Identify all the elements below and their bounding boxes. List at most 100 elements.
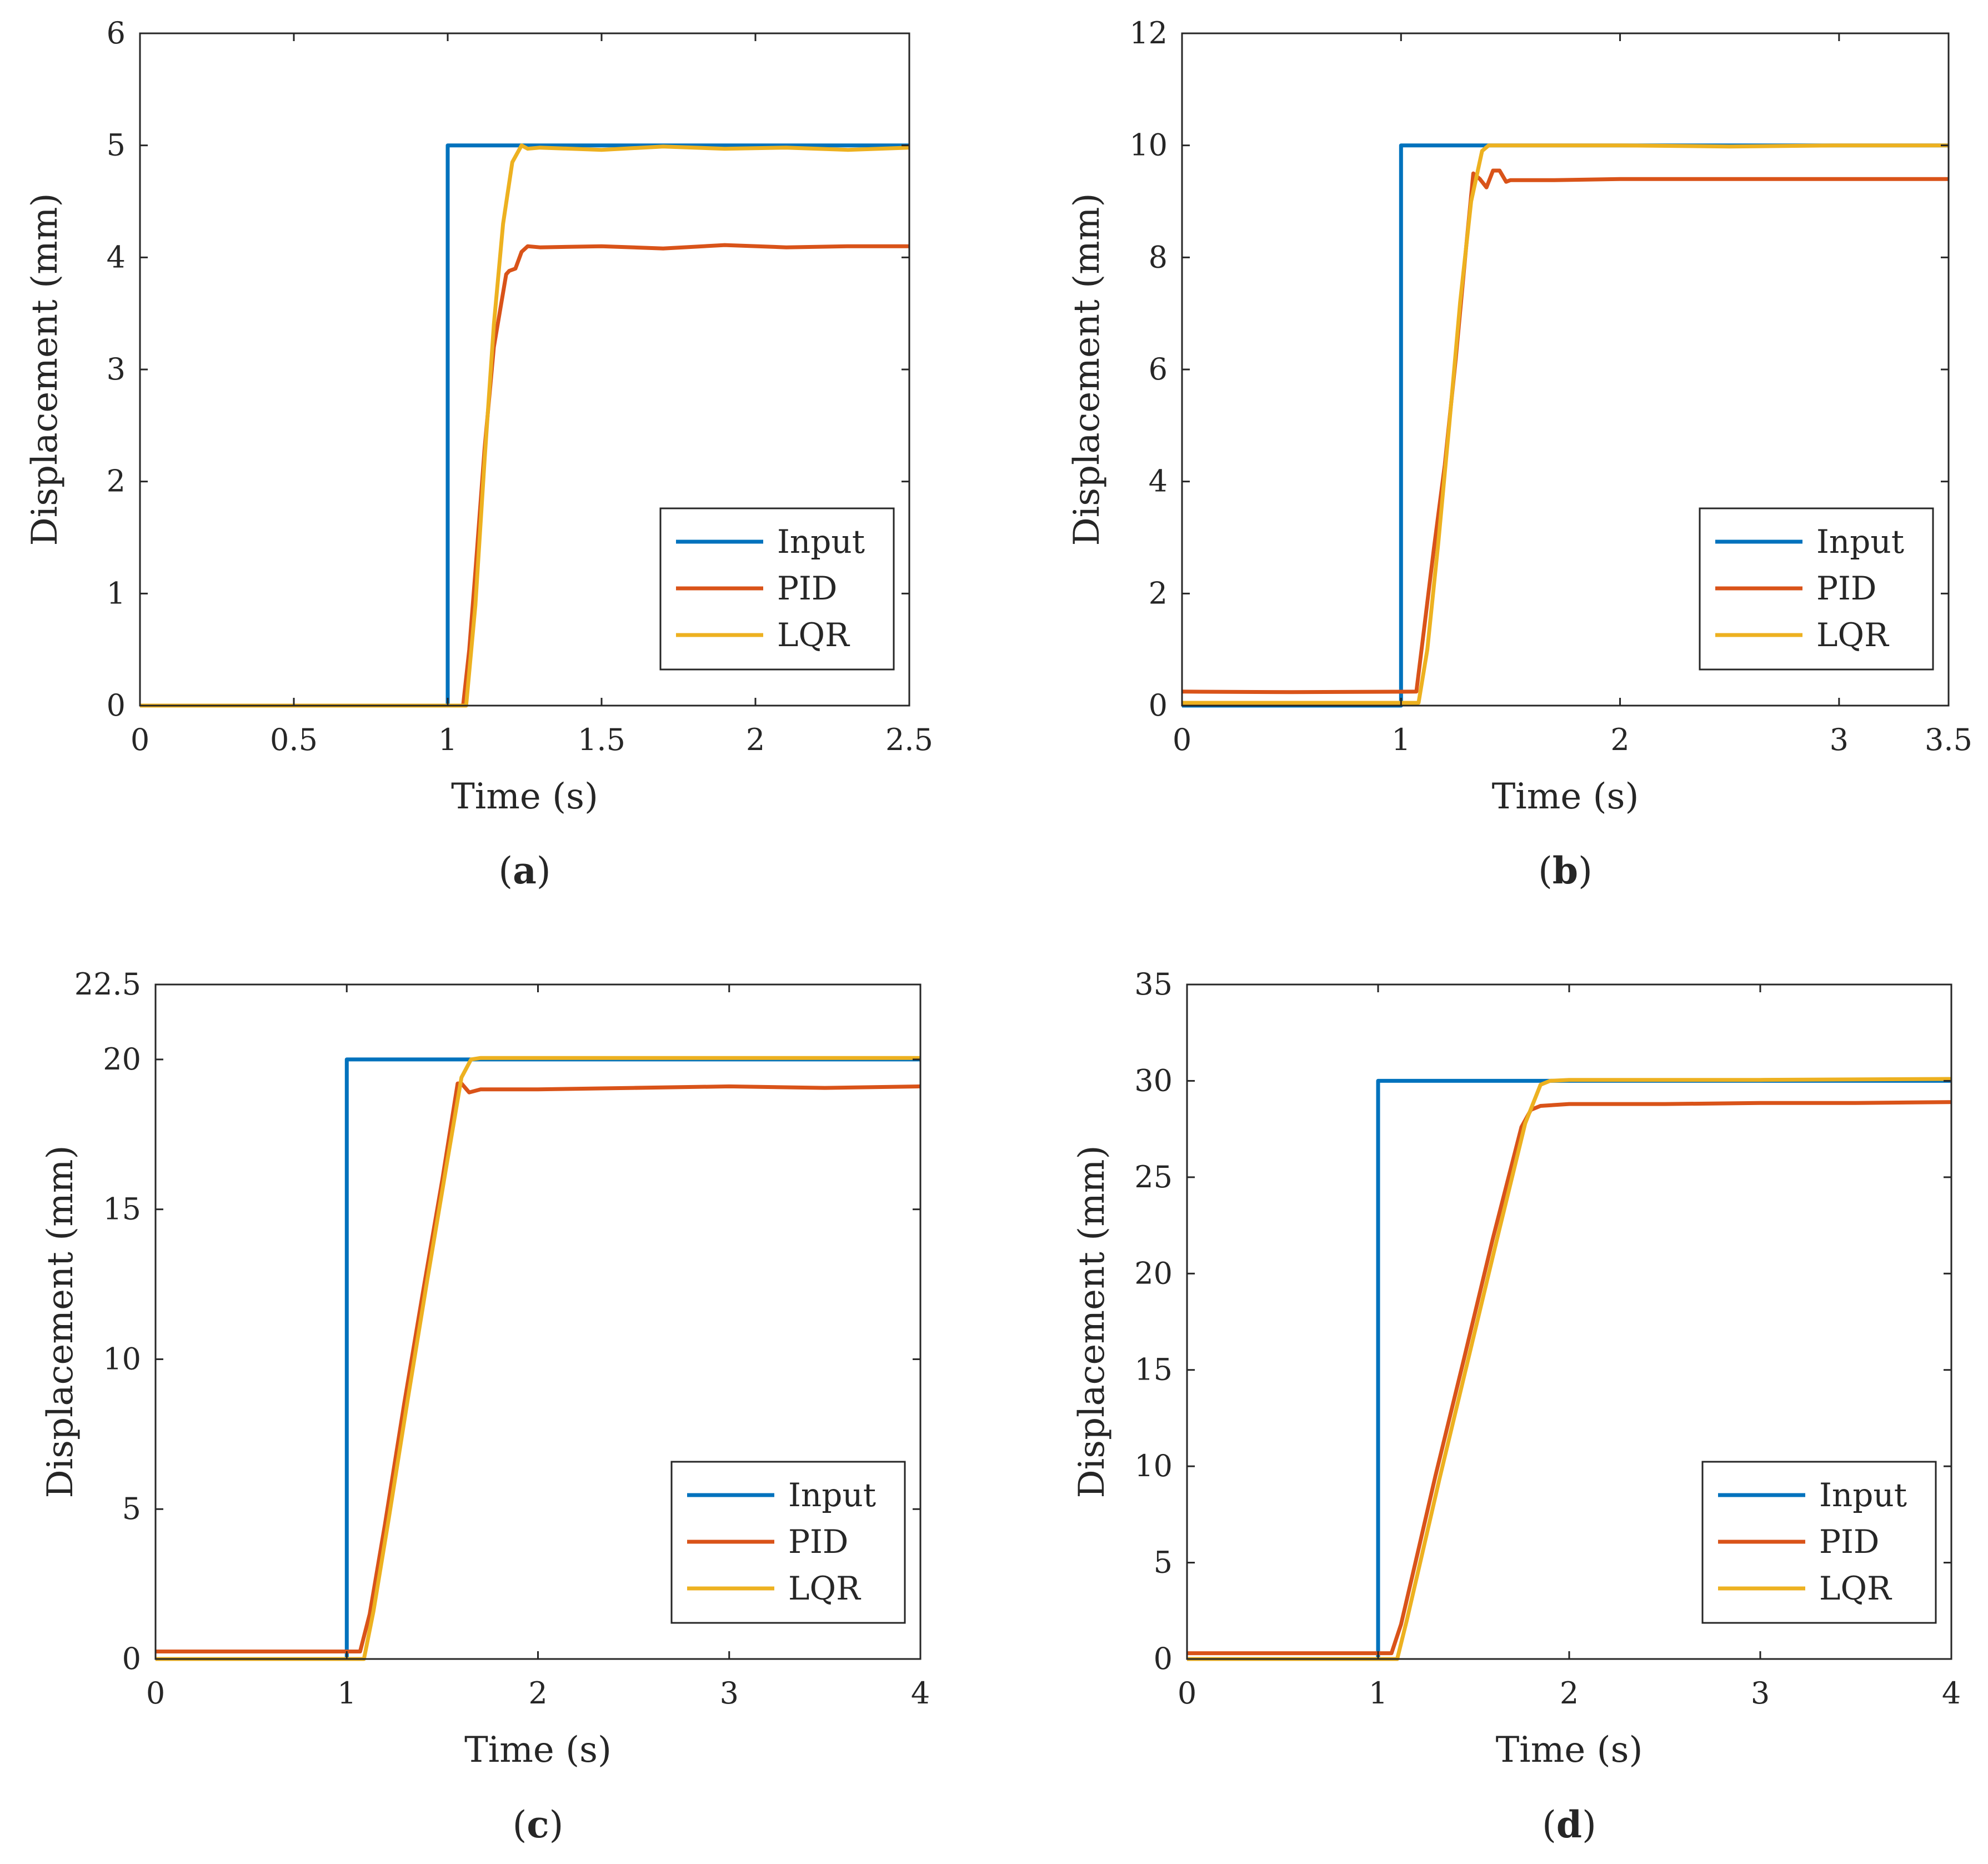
legend: Input PID LQR — [1701, 1461, 1937, 1624]
series-line-lqr — [156, 1056, 920, 1661]
legend-label-lqr: LQR — [1819, 1570, 1892, 1607]
series-line-lqr — [1187, 1077, 1952, 1661]
y-tick-label: 10 — [1129, 128, 1168, 163]
series-line-lqr — [1182, 143, 1949, 705]
legend-label-pid: PID — [1816, 569, 1876, 607]
y-tick-label: 2 — [1149, 576, 1168, 611]
y-tick-label: 10 — [1134, 1448, 1173, 1483]
x-tick-label: 2 — [746, 722, 765, 757]
x-tick-label: 1.5 — [578, 722, 625, 757]
legend-label-input: Input — [1819, 1476, 1907, 1514]
x-tick-label: 0 — [1173, 722, 1191, 757]
legend-label-pid: PID — [788, 1523, 848, 1561]
series-line-pid — [1181, 168, 1949, 694]
series-line-lqr — [140, 143, 910, 708]
y-axis-title: Displacement (mm) — [1066, 193, 1108, 546]
y-tick-label: 5 — [107, 128, 126, 163]
legend-label-input: Input — [788, 1476, 876, 1514]
y-axis-title: Displacement (mm) — [1071, 1145, 1113, 1498]
panel-label: (a) — [498, 849, 550, 892]
panel-label-letter: a — [513, 849, 537, 892]
legend-label-lqr: LQR — [777, 616, 850, 654]
y-tick-label: 4 — [107, 239, 126, 274]
y-tick-label: 20 — [103, 1042, 141, 1077]
y-axis-title: Displacement (mm) — [40, 1145, 81, 1498]
panel-label-letter: d — [1556, 1803, 1582, 1846]
y-tick-label: 6 — [1149, 352, 1168, 387]
panel-label-open-paren: ( — [513, 1803, 527, 1846]
y-tick-label: 15 — [1134, 1352, 1173, 1387]
chart-panel-c: 0 1 2 3 4 0 5 10 15 20 22.5 Time (s) Displacement (m… — [40, 967, 930, 1846]
x-tick-label: 0.5 — [270, 722, 318, 757]
y-tick-label: 10 — [103, 1341, 141, 1376]
legend-label-lqr: LQR — [1816, 616, 1890, 654]
x-tick-label: 3 — [1751, 1676, 1770, 1711]
x-tick-label: 2 — [1560, 1676, 1579, 1711]
x-axis-title: Time (s) — [1492, 776, 1639, 817]
x-axis-title: Time (s) — [451, 776, 598, 817]
y-tick-label: 35 — [1134, 967, 1173, 1002]
x-tick-label: 3.5 — [1925, 722, 1972, 757]
legend-label-pid: PID — [1819, 1523, 1879, 1561]
x-tick-label: 4 — [1942, 1676, 1961, 1711]
x-tick-label: 0 — [146, 1676, 165, 1711]
panel-label-letter: c — [527, 1803, 549, 1846]
panel-label-close-paren: ) — [1578, 849, 1593, 892]
legend-label-pid: PID — [777, 569, 837, 607]
x-tick-label: 4 — [911, 1676, 930, 1711]
x-tick-label: 0 — [1178, 1676, 1196, 1711]
y-tick-label: 3 — [107, 352, 126, 387]
y-tick-label: 4 — [1149, 464, 1168, 499]
y-tick-label: 8 — [1149, 239, 1168, 274]
panel-label-close-paren: ) — [549, 1803, 564, 1846]
y-tick-label: 30 — [1134, 1063, 1173, 1098]
y-tick-label: 0 — [1149, 688, 1168, 723]
y-tick-label: 6 — [107, 16, 126, 51]
y-tick-label: 2 — [107, 464, 126, 499]
x-tick-label: 3 — [1830, 722, 1849, 757]
x-axis-title: Time (s) — [1496, 1730, 1643, 1771]
legend-label-input: Input — [1816, 523, 1904, 561]
panel-label: (b) — [1538, 849, 1593, 892]
x-tick-label: 1 — [438, 722, 457, 757]
chart-panel-a: 0 0.5 1 1.5 2 2.5 0 1 2 3 4 5 6 Time (s) Displacement … — [24, 16, 933, 892]
y-tick-label: 1 — [107, 576, 126, 611]
y-tick-label: 15 — [103, 1192, 141, 1227]
x-tick-label: 3 — [720, 1676, 739, 1711]
y-tick-label: 0 — [1154, 1641, 1173, 1676]
y-tick-label: 22.5 — [74, 967, 141, 1002]
x-tick-label: 2 — [1610, 722, 1629, 757]
legend: Input PID LQR — [659, 507, 895, 671]
x-tick-label: 0 — [131, 722, 149, 757]
legend: Input PID LQR — [670, 1461, 906, 1624]
legend-label-lqr: LQR — [788, 1570, 862, 1607]
panel-label: (c) — [513, 1803, 564, 1846]
chart-panel-d: 0 1 2 3 4 0 5 10 15 20 25 30 35 Time (s) Displacement … — [1071, 967, 1961, 1846]
panel-label-close-paren: ) — [1582, 1803, 1596, 1846]
y-axis-title: Displacement (mm) — [24, 193, 66, 546]
x-axis-title: Time (s) — [464, 1730, 612, 1771]
legend: Input PID LQR — [1699, 507, 1934, 671]
y-tick-label: 5 — [1154, 1545, 1173, 1580]
panel-label: (d) — [1542, 1803, 1596, 1846]
panel-label-open-paren: ( — [1542, 1803, 1556, 1846]
x-tick-label: 2.5 — [885, 722, 933, 757]
series-line-pid — [140, 243, 909, 708]
panel-label-open-paren: ( — [498, 849, 513, 892]
x-tick-label: 1 — [1369, 1676, 1388, 1711]
x-tick-label: 1 — [1391, 722, 1410, 757]
panel-label-letter: b — [1553, 849, 1578, 892]
y-tick-label: 0 — [122, 1641, 141, 1676]
y-tick-label: 0 — [107, 688, 126, 723]
y-tick-label: 25 — [1134, 1160, 1173, 1195]
panel-label-close-paren: ) — [537, 849, 551, 892]
y-tick-label: 5 — [122, 1491, 141, 1526]
panel-label-open-paren: ( — [1538, 849, 1553, 892]
x-tick-label: 1 — [337, 1676, 356, 1711]
y-tick-label: 12 — [1129, 16, 1168, 51]
y-tick-label: 20 — [1134, 1256, 1173, 1291]
legend-label-input: Input — [777, 523, 865, 561]
